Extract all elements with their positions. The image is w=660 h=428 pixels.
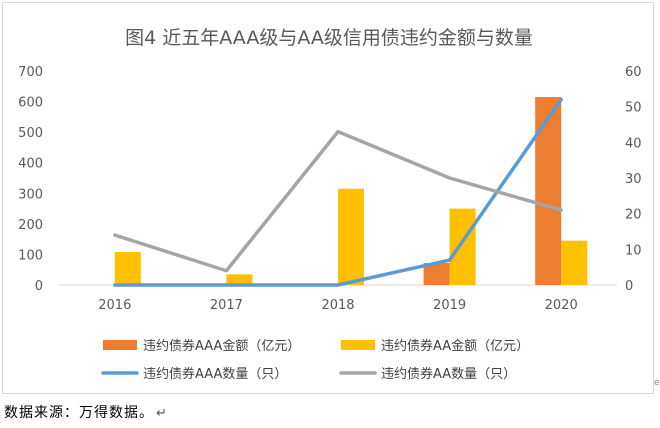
line-series	[113, 97, 563, 287]
x-tick-label: 2020	[545, 298, 578, 313]
left-tick-label: 100	[18, 248, 43, 263]
bar-aa-amount	[114, 251, 141, 285]
x-tick-label: 2018	[321, 298, 354, 313]
legend-label: 违约债券AA数量（只）	[381, 366, 516, 382]
chart-frame: 图4 近五年AAA级与AA级信用债违约金额与数量 0 100 200 300 400 50…	[2, 2, 654, 394]
chart-title: 图4 近五年AAA级与AA级信用债违约金额与数量	[125, 27, 533, 49]
x-axis: 2016 2017 2018 2019 2020	[98, 298, 577, 313]
x-tick-label: 2017	[210, 298, 243, 313]
right-tick-label: 20	[625, 208, 642, 223]
bar-series	[114, 96, 588, 285]
right-tick-label: 40	[625, 136, 642, 151]
left-tick-label: 600	[18, 96, 43, 111]
chart-svg: 图4 近五年AAA级与AA级信用债违约金额与数量 010020030040050…	[18, 27, 642, 382]
legend-label: 违约债券AA金额（亿元）	[381, 338, 529, 354]
right-tick-label: 50	[625, 101, 642, 116]
return-glyph: ↵	[156, 406, 168, 421]
bar-aaa-amount	[423, 262, 450, 285]
legend-swatch	[103, 340, 137, 350]
source-note: 数据来源：万得数据。 ↵	[4, 402, 168, 422]
right-tick-label: 30	[625, 172, 642, 187]
legend-label: 违约债券AAA数量（只）	[143, 366, 287, 382]
left-axis: 0 100 200 300 400 500 600 700	[18, 65, 43, 294]
line-aa-count	[113, 129, 563, 273]
left-tick-label: 700	[18, 65, 43, 80]
right-tick-label: 10	[625, 243, 642, 258]
legend-swatch	[341, 340, 375, 350]
left-tick-label: 200	[18, 218, 43, 233]
right-tick-label: 0	[625, 279, 633, 294]
right-axis: 0 10 20 30 40 50 60	[625, 65, 642, 294]
edge-mark: e	[654, 378, 660, 388]
line-aaa-count	[113, 97, 563, 287]
bar-aaa-amount	[535, 96, 562, 285]
x-tick-label: 2019	[433, 298, 466, 313]
bar-aa-amount	[226, 274, 253, 285]
right-tick-label: 60	[625, 65, 642, 80]
source-note-text: 数据来源：万得数据。	[4, 405, 154, 421]
left-tick-label: 400	[18, 157, 43, 172]
left-tick-label: 0	[35, 279, 43, 294]
left-tick-label: 300	[18, 187, 43, 202]
legend: 违约债券AAA金额（亿元） 违约债券AA金额（亿元） 违约债券AAA数量（只） 违约债…	[101, 338, 529, 382]
bar-aa-amount	[449, 208, 476, 285]
legend-label: 违约债券AAA金额（亿元）	[143, 338, 300, 354]
bar-aa-amount	[338, 188, 364, 285]
x-tick-label: 2016	[98, 298, 131, 313]
left-tick-label: 500	[18, 126, 43, 141]
bar-aa-amount	[561, 240, 588, 285]
